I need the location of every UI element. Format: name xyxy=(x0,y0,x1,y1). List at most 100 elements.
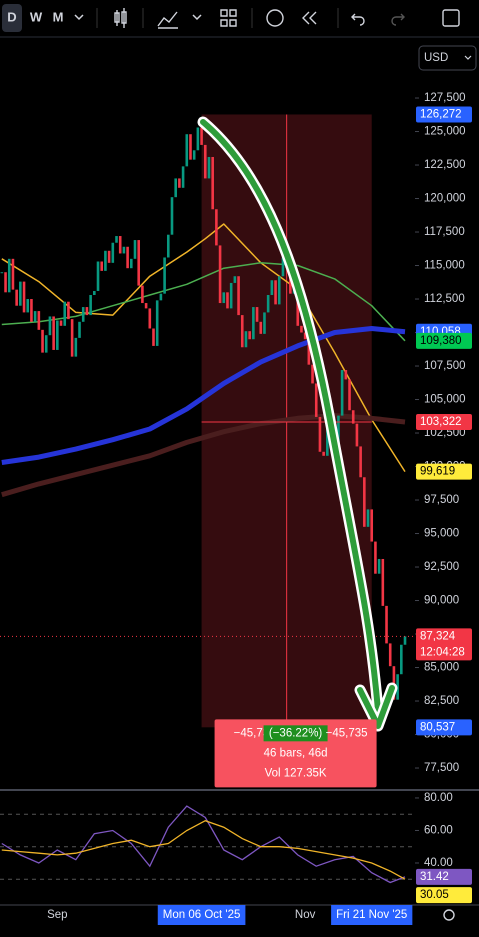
candle xyxy=(403,636,407,645)
candle xyxy=(240,315,244,348)
dropdown-icon[interactable] xyxy=(464,55,472,60)
candle xyxy=(370,509,374,542)
candle xyxy=(377,558,381,574)
candle xyxy=(141,285,144,304)
redo-icon[interactable] xyxy=(391,13,405,26)
measure-bars: 46 bars, 46d xyxy=(264,747,328,759)
candle xyxy=(215,209,218,246)
fullscreen-icon[interactable] xyxy=(442,9,460,27)
candles-icon[interactable] xyxy=(114,8,127,28)
percent-highlight xyxy=(263,725,328,742)
measure-volume: Vol 127.35K xyxy=(265,767,327,779)
candle xyxy=(11,258,15,290)
candle xyxy=(67,301,70,320)
candle xyxy=(130,258,133,269)
rsi-tick-label: 80.00 xyxy=(424,792,453,804)
layout-icon[interactable] xyxy=(220,9,237,27)
y-tick-label: 107,500 xyxy=(424,360,466,372)
candle xyxy=(137,240,141,286)
candle xyxy=(155,300,159,346)
candle xyxy=(226,292,229,309)
candle xyxy=(26,299,30,313)
candle xyxy=(229,282,233,309)
candle xyxy=(274,280,277,305)
x-highlight-bg xyxy=(157,905,246,925)
y-tick-label: 120,000 xyxy=(424,193,466,205)
candle xyxy=(115,236,118,243)
measure-label xyxy=(214,719,377,788)
y-tick-label: 92,500 xyxy=(424,561,459,573)
y-tick-label: 77,500 xyxy=(424,762,459,774)
rsi-line xyxy=(1,805,406,884)
dropdown-icon[interactable] xyxy=(192,14,202,21)
candle xyxy=(178,178,181,188)
candle xyxy=(70,319,74,357)
candle xyxy=(374,541,377,574)
candle xyxy=(30,299,33,322)
price-label: 103,322 xyxy=(420,416,462,428)
currency-select[interactable] xyxy=(418,45,477,71)
candle xyxy=(63,301,67,326)
candle xyxy=(15,289,18,306)
candle xyxy=(100,261,104,271)
indicators-icon[interactable] xyxy=(157,11,178,29)
rsi-ma-label-bg xyxy=(416,887,472,904)
candle xyxy=(300,325,303,333)
price-label: 99,619 xyxy=(420,466,455,478)
price-label-bg xyxy=(416,463,472,480)
y-tick-label: 95,000 xyxy=(424,528,459,540)
candle xyxy=(85,307,89,316)
price-label: 109,380 xyxy=(420,335,462,347)
y-tick-label: 122,500 xyxy=(424,159,466,171)
candle xyxy=(277,276,281,305)
candle xyxy=(266,295,270,313)
candle xyxy=(259,321,263,334)
interval[interactable]: D xyxy=(7,9,16,24)
settings-icon[interactable] xyxy=(443,909,455,921)
y-tick-label: 97,500 xyxy=(424,494,459,506)
y-tick-label: 115,000 xyxy=(424,260,465,272)
candle xyxy=(192,150,196,160)
candle xyxy=(37,311,41,330)
candle xyxy=(22,281,26,313)
candle xyxy=(181,166,185,188)
alert-icon[interactable] xyxy=(266,9,284,27)
candle xyxy=(52,316,55,350)
y-tick-label: 117,500 xyxy=(424,226,465,238)
candle xyxy=(200,127,203,145)
candle xyxy=(348,379,351,411)
y-tick-label: 105,000 xyxy=(424,394,466,406)
undo-icon[interactable] xyxy=(351,13,365,26)
candle xyxy=(111,242,115,263)
candle xyxy=(355,423,359,447)
candle xyxy=(148,308,152,329)
y-tick-label: 102,500 xyxy=(424,427,466,439)
candle xyxy=(185,134,189,167)
dropdown-icon[interactable] xyxy=(74,14,84,21)
interval[interactable]: W xyxy=(30,9,43,24)
candle xyxy=(4,272,7,293)
y-tick-label: 112,500 xyxy=(424,293,465,305)
price-label-bg xyxy=(416,414,472,431)
toolbar: D W M xyxy=(0,0,479,38)
candle xyxy=(170,197,174,235)
price-label-bg xyxy=(416,719,472,736)
candle xyxy=(152,328,155,346)
candle xyxy=(237,276,240,316)
candle xyxy=(263,312,266,334)
candle xyxy=(233,276,237,283)
active-interval[interactable] xyxy=(2,4,22,32)
candle xyxy=(255,307,259,322)
candle xyxy=(351,410,355,424)
candle xyxy=(174,178,177,198)
interval[interactable]: M xyxy=(53,9,64,24)
x-highlight-bg xyxy=(331,905,413,925)
replay-icon[interactable] xyxy=(302,11,317,25)
candle xyxy=(344,370,348,380)
price-label: 126,272 xyxy=(420,109,462,121)
candle xyxy=(122,246,126,254)
price-label-bg xyxy=(416,332,472,349)
currency[interactable]: USD xyxy=(424,52,448,64)
